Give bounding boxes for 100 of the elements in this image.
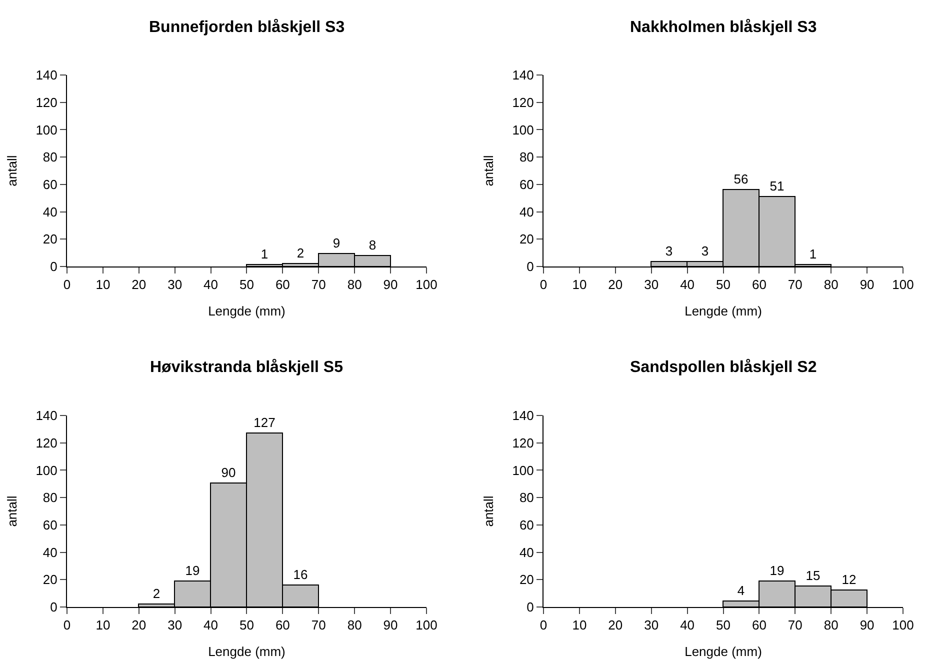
data-label: 90 xyxy=(221,464,236,480)
data-label: 56 xyxy=(734,172,748,186)
y-tick-label: 0 xyxy=(50,259,58,274)
y-tick-label: 60 xyxy=(42,517,58,532)
x-tick-label: 80 xyxy=(347,618,362,633)
y-tick-label: 100 xyxy=(512,122,534,138)
x-axis-title: Lengde (mm) xyxy=(684,304,762,319)
x-axis-title: Lengde (mm) xyxy=(684,644,762,660)
x-tick-label: 60 xyxy=(275,618,290,633)
data-label: 9 xyxy=(332,236,340,250)
x-axis-title: Lengde (mm) xyxy=(208,644,286,660)
x-tick-label: 30 xyxy=(644,618,659,633)
x-tick-label: 40 xyxy=(204,277,218,292)
y-tick-label: 120 xyxy=(512,435,534,450)
data-label: 19 xyxy=(185,562,200,578)
chart-title: Sandspollen blåskjell S2 xyxy=(630,358,817,376)
x-tick-label: 0 xyxy=(540,618,548,633)
y-tick-label: 60 xyxy=(519,176,534,192)
data-label: 12 xyxy=(842,572,856,587)
y-tick-label: 60 xyxy=(42,176,58,192)
x-tick-label: 50 xyxy=(716,277,730,292)
y-tick-label: 80 xyxy=(42,150,58,165)
data-label: 19 xyxy=(770,562,784,578)
y-axis-title: antall xyxy=(4,155,20,186)
x-tick-label: 80 xyxy=(824,618,838,633)
x-tick-label: 40 xyxy=(680,618,695,633)
x-tick-label: 90 xyxy=(383,618,398,633)
y-tick-label: 40 xyxy=(42,544,58,560)
data-label: 3 xyxy=(665,244,673,258)
x-tick-label: 30 xyxy=(644,277,659,292)
y-tick-label: 140 xyxy=(36,68,58,83)
chart-title: Nakkholmen blåskjell S3 xyxy=(630,18,817,36)
y-tick-label: 100 xyxy=(36,462,58,478)
x-tick-label: 90 xyxy=(383,277,398,292)
y-axis-title: antall xyxy=(481,155,496,186)
y-tick-label: 80 xyxy=(42,490,58,506)
x-tick-label: 100 xyxy=(416,277,438,292)
x-tick-label: 30 xyxy=(168,618,182,633)
data-label: 16 xyxy=(293,566,308,582)
x-tick-label: 70 xyxy=(311,277,326,292)
x-tick-label: 40 xyxy=(204,618,218,633)
x-tick-label: 20 xyxy=(132,618,146,633)
y-tick-label: 20 xyxy=(519,572,534,588)
data-label: 1 xyxy=(809,246,817,262)
y-tick-label: 140 xyxy=(36,408,58,424)
x-tick-label: 20 xyxy=(608,277,623,292)
x-tick-label: 0 xyxy=(63,618,71,633)
x-tick-label: 10 xyxy=(572,277,587,292)
x-tick-label: 100 xyxy=(892,618,914,633)
x-tick-label: 100 xyxy=(892,277,914,292)
x-tick-label: 0 xyxy=(540,277,548,292)
data-label: 2 xyxy=(296,246,304,260)
chart-title: Bunnefjorden blåskjell S3 xyxy=(149,18,345,36)
data-label: 51 xyxy=(770,178,784,194)
x-tick-label: 90 xyxy=(860,618,874,633)
y-tick-label: 40 xyxy=(519,204,534,220)
x-tick-label: 10 xyxy=(572,618,587,633)
data-label: 8 xyxy=(368,238,376,252)
y-axis-title: antall xyxy=(4,496,20,527)
x-tick-label: 60 xyxy=(275,277,290,292)
x-tick-label: 30 xyxy=(168,277,182,292)
x-tick-label: 50 xyxy=(240,618,254,633)
data-label: 3 xyxy=(701,244,709,258)
x-tick-label: 50 xyxy=(240,277,254,292)
data-label: 127 xyxy=(254,414,276,430)
y-tick-label: 120 xyxy=(512,94,534,110)
x-tick-label: 70 xyxy=(311,618,326,633)
y-tick-label: 20 xyxy=(519,232,534,247)
x-tick-label: 90 xyxy=(860,277,874,292)
y-tick-label: 20 xyxy=(42,572,58,588)
x-tick-label: 100 xyxy=(416,618,438,633)
data-label: 4 xyxy=(737,582,745,598)
data-label: 2 xyxy=(152,586,160,601)
x-tick-label: 60 xyxy=(752,277,766,292)
y-tick-label: 0 xyxy=(526,259,534,274)
x-tick-label: 10 xyxy=(96,618,110,633)
chart-title: Høvikstranda blåskjell S5 xyxy=(150,358,344,376)
y-tick-label: 20 xyxy=(42,232,58,247)
y-tick-label: 140 xyxy=(512,68,534,83)
y-tick-label: 0 xyxy=(50,600,58,615)
x-tick-label: 10 xyxy=(96,277,110,292)
x-tick-label: 20 xyxy=(132,277,146,292)
x-tick-label: 70 xyxy=(788,277,802,292)
y-tick-label: 100 xyxy=(36,122,58,138)
y-tick-label: 140 xyxy=(512,408,534,424)
x-tick-label: 80 xyxy=(347,277,362,292)
y-tick-label: 0 xyxy=(526,600,534,615)
y-axis-title: antall xyxy=(481,496,496,527)
y-tick-label: 120 xyxy=(36,94,58,110)
x-tick-label: 0 xyxy=(63,277,71,292)
x-tick-label: 70 xyxy=(788,618,802,633)
x-tick-label: 50 xyxy=(716,618,730,633)
x-tick-label: 80 xyxy=(824,277,838,292)
data-label: 1 xyxy=(260,246,268,262)
x-axis-title: Lengde (mm) xyxy=(208,304,286,319)
y-tick-label: 40 xyxy=(42,204,58,220)
x-tick-label: 40 xyxy=(680,277,695,292)
y-tick-label: 80 xyxy=(519,490,534,506)
y-tick-label: 40 xyxy=(519,544,534,560)
data-label: 15 xyxy=(806,568,820,583)
